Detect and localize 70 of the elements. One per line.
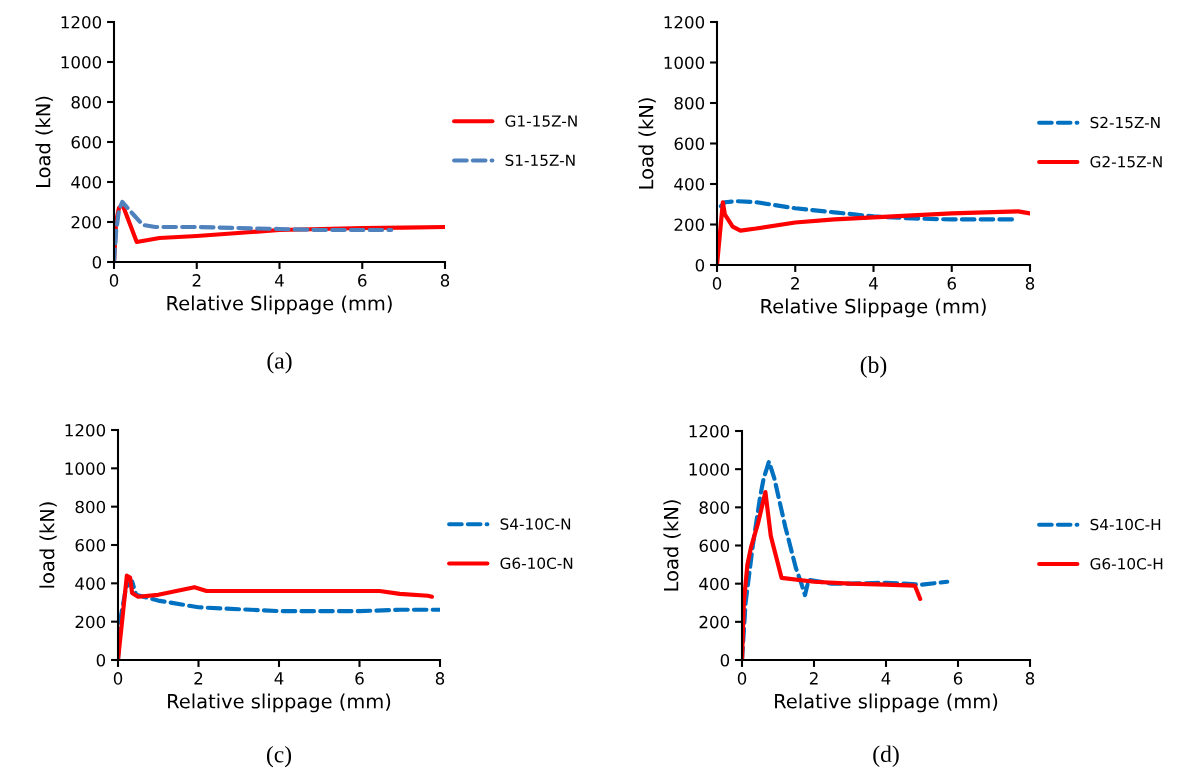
x-axis-title: Relative slippage (mm) [775,693,998,713]
y-tick-label: 600 [75,538,106,552]
legend-label: S1-15Z-N [505,154,575,167]
y-tick-label: 800 [674,96,705,110]
legend-label: G2-15Z-N [1090,155,1162,168]
text: (d) [873,745,899,767]
y-tick-label: 1000 [664,56,705,70]
y-tick-label: 600 [71,135,102,149]
y-axis-title: Load (kN) [638,98,656,189]
x-tick-label: 6 [355,672,364,685]
x-tick-label: 6 [947,277,956,290]
y-tick-label: 400 [71,175,102,189]
x-axis-title: Relative Slippage (mm) [761,298,986,318]
y-tick-label: 0 [720,653,730,667]
y-axis-title: Load (kN) [663,500,681,591]
y-tick-label: 1200 [65,423,106,437]
legend-label: S4-10C-H [1090,518,1161,531]
x-tick-label: 8 [435,672,445,685]
x-tick-label: 0 [113,672,123,685]
y-tick-label: 200 [674,218,705,232]
x-tick-label: 2 [809,672,818,685]
y-tick-label: 1000 [65,462,106,475]
y-tick-label: 200 [75,615,106,629]
line-series [742,489,923,660]
y-tick-label: 600 [699,539,730,553]
y-tick-label: 800 [699,501,730,514]
legend-label: S4-10C-N [500,518,571,530]
y-axis-title: load (kN) [39,502,57,588]
y-tick-label: 0 [695,258,705,272]
text: (b) [860,356,887,378]
x-tick-label: 4 [275,274,284,287]
x-tick-label: 6 [358,274,367,287]
y-tick-label: 1000 [61,55,102,69]
legend-label: G1-15Z-N [505,115,577,127]
x-tick-label: 8 [1025,277,1035,290]
y-axis-title: Load (kN) [35,96,53,187]
x-tick-label: 8 [440,274,450,287]
y-tick-label: 1200 [664,15,705,29]
x-tick-label: 4 [274,672,284,685]
text: (a) [267,352,292,374]
y-tick-label: 1200 [689,424,730,438]
x-tick-label: 0 [737,672,747,685]
y-tick-label: 1200 [61,15,102,29]
x-tick-label: 8 [1025,672,1035,685]
x-tick-label: 2 [192,274,201,287]
y-tick-label: 0 [92,255,102,269]
x-tick-label: 4 [881,672,891,685]
y-tick-label: 200 [699,615,730,629]
legend-label: G6-10C-N [500,557,573,570]
y-tick-label: 200 [71,215,102,229]
line-series [114,199,394,262]
y-tick-label: 800 [71,95,102,109]
x-tick-label: 4 [869,277,878,290]
x-tick-label: 2 [791,277,799,290]
legend-label: S2-15Z-N [1090,116,1160,129]
y-tick-label: 400 [75,577,106,590]
x-tick-label: 6 [953,672,963,685]
x-axis-title: Relative slippage (mm) [168,693,391,713]
y-tick-label: 800 [75,500,106,514]
y-tick-label: 400 [674,177,705,191]
y-tick-label: 400 [699,577,730,591]
x-tick-label: 2 [194,672,203,685]
text: (c) [266,745,292,768]
legend-label: G6-10C-H [1090,557,1163,570]
x-axis-title: Relative Slippage (mm) [167,295,392,315]
y-tick-label: 600 [674,137,705,151]
y-tick-label: 0 [96,653,106,667]
x-tick-label: 0 [109,274,119,287]
y-tick-label: 1000 [689,463,730,476]
line-series [718,199,1017,222]
